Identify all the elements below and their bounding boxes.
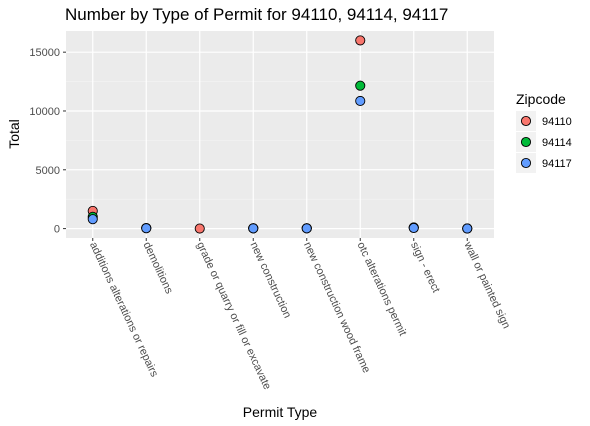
point-94117-7 <box>462 223 473 234</box>
legend: Zipcode 94110 94114 94117 <box>516 91 572 173</box>
legend-label-94114: 94114 <box>542 137 572 149</box>
point-94117-1 <box>141 223 152 234</box>
legend-key-94114 <box>520 136 532 148</box>
legend-label-94117: 94117 <box>542 158 572 170</box>
point-94114-5 <box>355 80 366 91</box>
x-axis-title: Permit Type <box>243 404 318 420</box>
x-axis-ticks: additions alterations or repairsdemoliti… <box>87 238 512 392</box>
x-tick-label: wall or painted sign <box>461 239 512 330</box>
grid-major <box>66 31 494 238</box>
point-94117-0 <box>87 214 98 225</box>
point-94117-4 <box>301 223 312 234</box>
plot-panel <box>66 31 494 238</box>
legend-key-94110 <box>520 115 532 127</box>
y-tick-label: 15000 <box>29 47 60 59</box>
point-94117-3 <box>248 223 259 234</box>
point-94110-2 <box>194 223 205 234</box>
y-tick-label: 10000 <box>29 106 60 118</box>
point-94117-5 <box>355 95 366 107</box>
x-tick-label: sign - erect <box>408 240 442 294</box>
legend-key-94117 <box>520 157 532 169</box>
legend-items: 94110 94114 94117 <box>516 111 572 173</box>
y-axis-ticks: 0 5000 10000 15000 <box>29 47 66 236</box>
point-94110-5 <box>355 35 366 46</box>
x-tick-label: otc alterations permit <box>355 240 409 338</box>
x-tick-label: demolitions <box>141 240 176 296</box>
y-axis-title: Total <box>6 119 22 149</box>
point-94117-6 <box>408 222 419 234</box>
x-tick-label: new construction <box>248 240 294 320</box>
y-tick-label: 5000 <box>36 165 60 177</box>
chart-title: Number by Type of Permit for 94110, 9411… <box>65 5 448 24</box>
grid-minor <box>66 81 494 200</box>
data-points <box>87 35 473 234</box>
y-tick-label: 0 <box>54 224 60 236</box>
legend-title: Zipcode <box>516 91 566 107</box>
legend-label-94110: 94110 <box>542 116 572 128</box>
